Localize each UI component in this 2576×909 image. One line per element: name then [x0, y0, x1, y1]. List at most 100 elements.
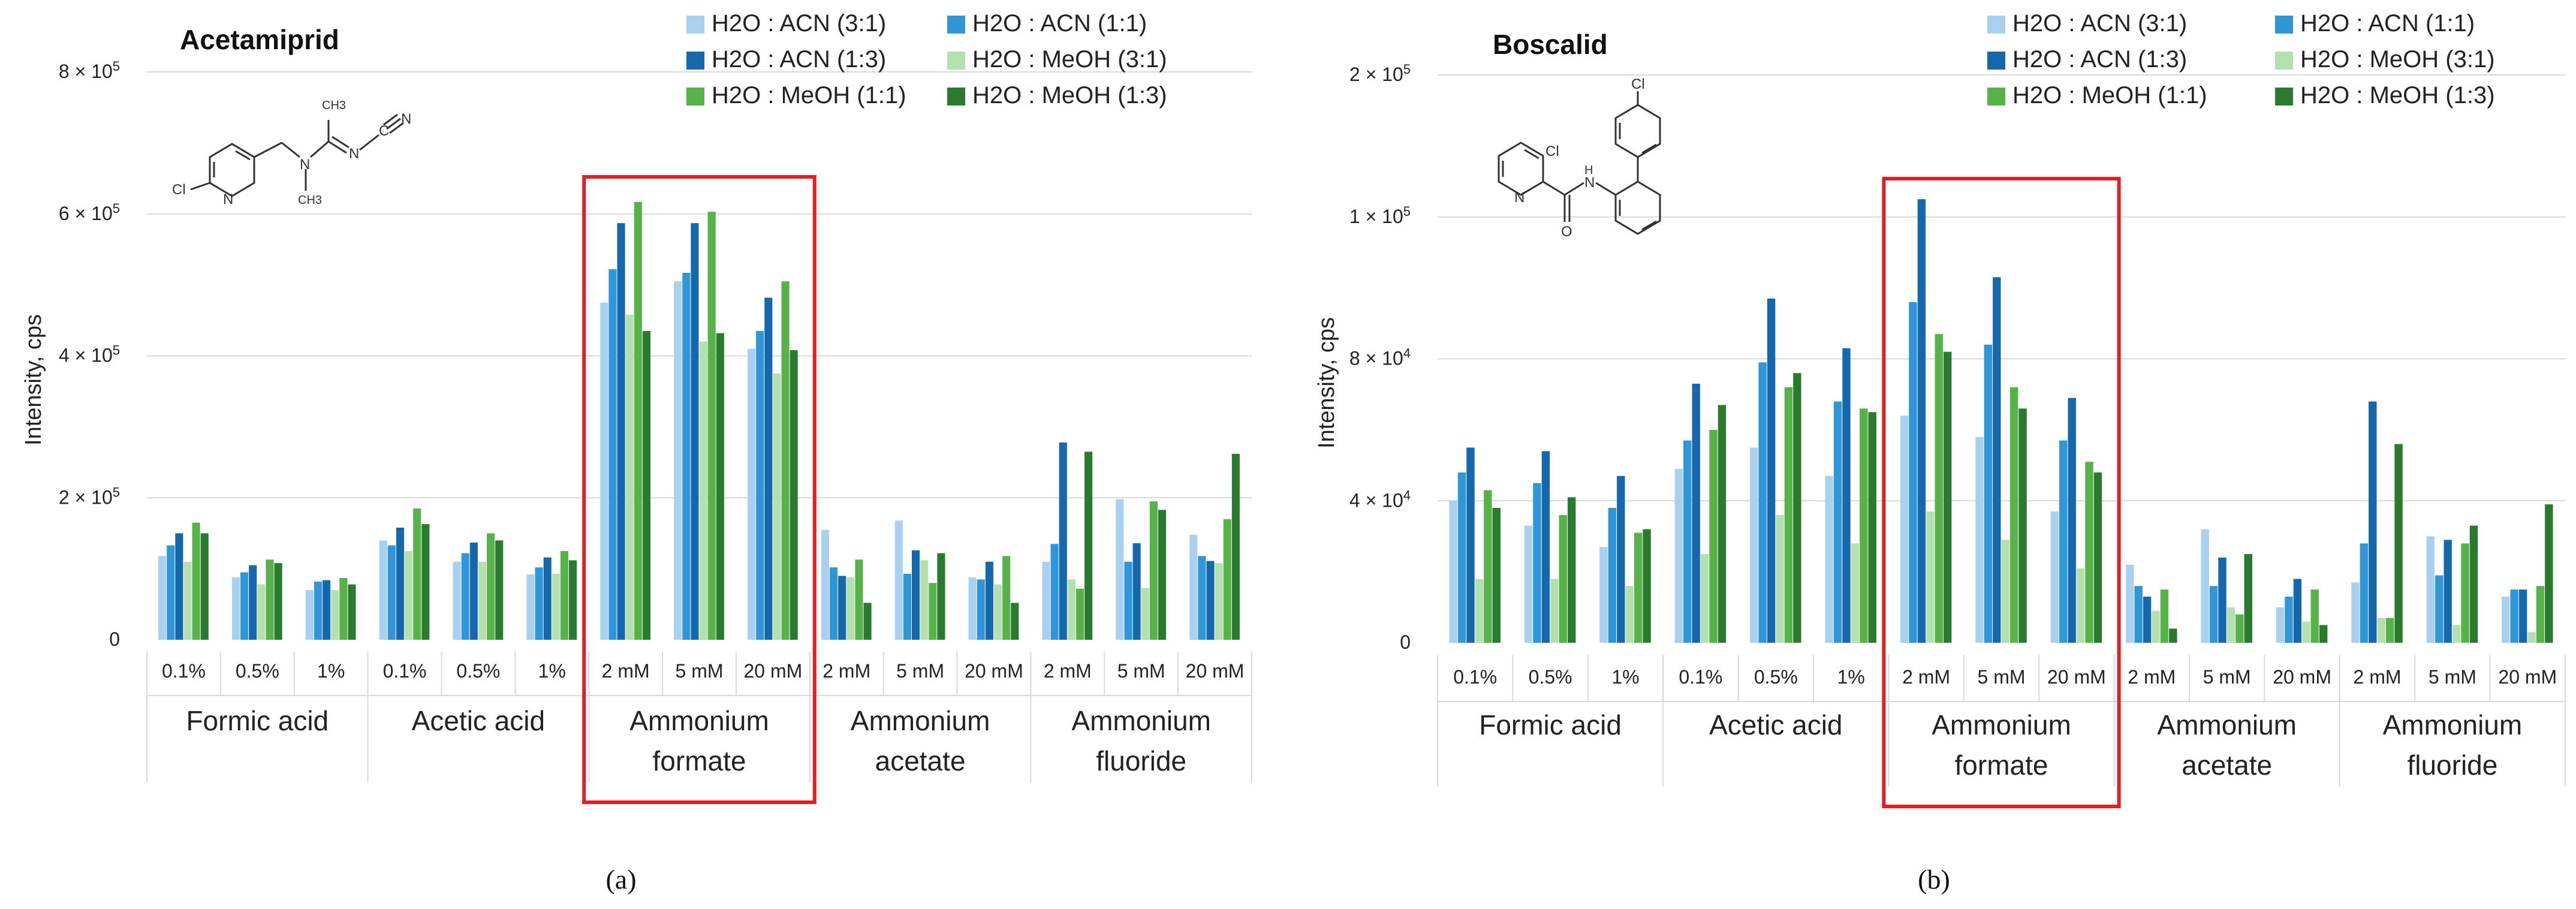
- bar: [1750, 447, 1758, 643]
- bar: [1206, 561, 1215, 640]
- x-sublabel: 1%: [1837, 666, 1865, 688]
- bar: [1625, 586, 1634, 643]
- bar: [257, 584, 266, 640]
- bar: [2293, 579, 2302, 643]
- bar: [396, 527, 405, 640]
- x-group-label: Formic acid: [186, 705, 329, 736]
- legend-label: H2O : ACN (1:1): [972, 10, 1147, 37]
- bar: [1149, 501, 1158, 640]
- bar: [240, 572, 249, 640]
- bar: [1860, 408, 1868, 643]
- bar: [2444, 540, 2452, 643]
- x-sublabel: 0.5%: [456, 660, 500, 682]
- bar: [642, 331, 651, 640]
- bar: [1067, 579, 1075, 640]
- x-group-label: Ammonium: [1071, 705, 1211, 736]
- bar: [231, 577, 240, 640]
- bar: [560, 551, 569, 640]
- bar: [1231, 453, 1240, 640]
- bar: [469, 542, 478, 640]
- boscalid-o-label: O: [1561, 224, 1572, 240]
- bar: [2218, 557, 2226, 643]
- x-sublabel: 1%: [538, 660, 566, 682]
- bar: [1475, 579, 1484, 643]
- x-group-label: Acetic acid: [1709, 709, 1842, 741]
- bar: [2160, 589, 2169, 643]
- legend-label: H2O : ACN (3:1): [712, 10, 886, 37]
- y-tick-label: 2 × 105: [1349, 62, 1411, 85]
- bar: [747, 348, 756, 640]
- bar: [625, 314, 634, 640]
- bar: [1042, 561, 1050, 640]
- bar: [2209, 586, 2218, 643]
- acetamiprid-ch2-bond: [254, 142, 282, 158]
- bar: [929, 583, 937, 640]
- x-group-label: Ammonium: [851, 705, 990, 736]
- bar: [1709, 429, 1718, 643]
- bar: [1189, 534, 1198, 640]
- bar: [2319, 625, 2328, 643]
- bar: [1793, 373, 1801, 643]
- legend-label: H2O : ACN (1:1): [2300, 10, 2475, 37]
- acetamiprid-c-bond: [310, 140, 329, 158]
- bar: [266, 559, 274, 640]
- x-group-label: formate: [653, 745, 746, 776]
- bar: [1833, 401, 1842, 643]
- bar: [2068, 398, 2076, 643]
- bar: [1683, 440, 1692, 643]
- y-tick-label: 8 × 105: [59, 59, 120, 82]
- bar: [2377, 618, 2385, 643]
- bar: [1634, 532, 1643, 643]
- bar: [1617, 475, 1625, 643]
- highlight-box: [582, 175, 817, 804]
- bar: [2076, 568, 2085, 643]
- bar: [1002, 556, 1011, 640]
- bar: [756, 331, 764, 640]
- bar: [2244, 554, 2252, 643]
- bar: [1993, 277, 2001, 643]
- x-sublabel: 20 mM: [2047, 666, 2106, 688]
- bar: [1132, 543, 1141, 640]
- legend-swatch: [947, 52, 965, 70]
- bar: [764, 297, 773, 640]
- acetamiprid-triple-bond: [386, 118, 401, 130]
- bar: [894, 520, 903, 640]
- bar: [1084, 452, 1093, 640]
- boscalid-pyridine-ring: [1498, 142, 1544, 196]
- bar: [1599, 547, 1608, 643]
- x-group-label: fluoride: [2407, 750, 2497, 781]
- bar: [200, 533, 209, 640]
- bar: [1466, 447, 1475, 643]
- bar: [773, 374, 781, 640]
- bar: [2152, 610, 2160, 643]
- bar: [2085, 462, 2093, 643]
- legend-swatch: [686, 16, 704, 34]
- bar: [405, 551, 413, 640]
- bar: [682, 273, 691, 640]
- x-sublabel: 0.1%: [1679, 666, 1722, 688]
- panel-b-chart: 0 4 × 104 8 × 104 1 × 105 2 × 105 Intensity, …: [1314, 10, 2566, 808]
- bar: [1608, 508, 1617, 643]
- x-sublabel: 1%: [1611, 666, 1639, 688]
- boscalid-chlorophenyl-ring: [1614, 104, 1661, 158]
- bar: [2093, 472, 2102, 643]
- bar: [543, 557, 552, 640]
- x-group-label: formate: [1955, 750, 2048, 781]
- bar: [1116, 499, 1124, 640]
- x-sublabel: 2 mM: [822, 660, 870, 682]
- bar: [569, 560, 577, 640]
- bar: [2201, 529, 2209, 643]
- bar: [1909, 302, 1917, 643]
- bar: [1550, 579, 1559, 643]
- y-tick-label: 6 × 105: [59, 201, 120, 224]
- acetamiprid-n-label: N: [349, 146, 359, 162]
- bar: [1851, 543, 1860, 643]
- chart-title: Acetamiprid: [180, 24, 339, 55]
- bar: [1776, 514, 1784, 643]
- boscalid-double-bond: [1524, 149, 1539, 159]
- bar: [790, 350, 798, 640]
- legend-label: H2O : ACN (3:1): [2012, 10, 2187, 37]
- bar: [707, 212, 716, 640]
- bar: [699, 341, 707, 640]
- bar: [1223, 519, 1231, 640]
